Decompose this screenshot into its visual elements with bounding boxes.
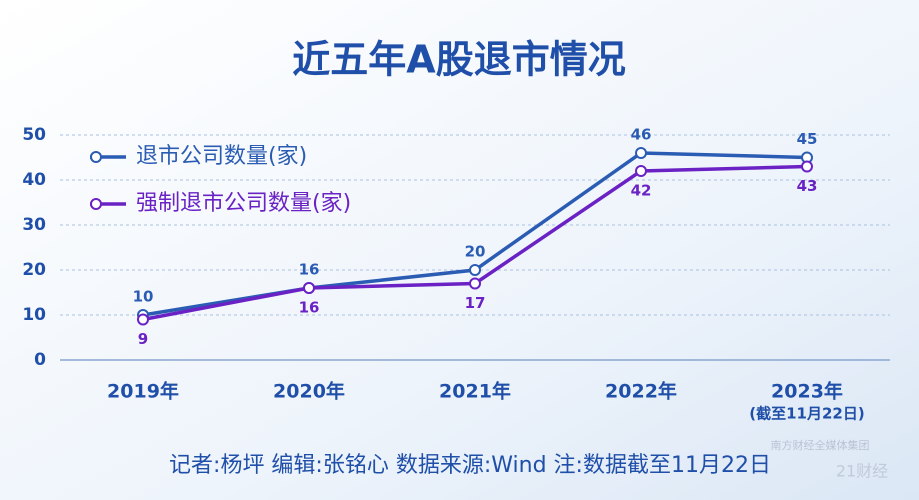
footer: 记者:杨坪 编辑:张铭心 数据来源:Wind 注:数据截至11月22日 [169, 453, 771, 478]
legend-label: 强制退市公司数量(家) [136, 191, 351, 216]
data-label: 16 [299, 261, 320, 279]
y-tick-label: 20 [22, 260, 46, 280]
legend-marker [90, 198, 102, 210]
y-tick-label: 40 [22, 170, 46, 190]
y-tick-label: 50 [22, 125, 46, 145]
y-tick-label: 30 [22, 215, 46, 235]
legend-marker [90, 151, 102, 163]
data-label: 42 [631, 182, 652, 200]
data-label: 46 [631, 126, 652, 144]
point [635, 147, 647, 159]
data-label: 43 [797, 177, 818, 195]
watermark: 南方财经全媒体集团 [771, 438, 870, 452]
point [137, 313, 149, 326]
x-tick-label: 2019年 [107, 380, 179, 403]
data-label: 45 [797, 130, 818, 148]
x-tick-label: 2023年 [771, 380, 843, 403]
data-label: 9 [138, 330, 148, 348]
x-tick-label: 2020年 [273, 380, 345, 403]
x-tick-label: 2022年 [605, 380, 677, 403]
point [801, 160, 813, 173]
x-tick-label: 2021年 [439, 380, 511, 403]
watermark: 21财经 [836, 462, 888, 481]
data-label: 10 [133, 288, 154, 306]
y-tick-label: 0 [34, 350, 46, 370]
data-label: 16 [299, 299, 320, 317]
point [469, 264, 481, 276]
legend-label: 退市公司数量(家) [136, 144, 307, 169]
data-label: 17 [465, 294, 486, 312]
point [303, 282, 315, 294]
point [635, 165, 647, 177]
x-tick-note: (截至11月22日) [749, 405, 864, 423]
chart-title: 近五年A股退市情况 [292, 38, 625, 82]
data-label: 20 [465, 243, 486, 261]
point [469, 277, 481, 290]
y-tick-label: 10 [22, 305, 46, 325]
